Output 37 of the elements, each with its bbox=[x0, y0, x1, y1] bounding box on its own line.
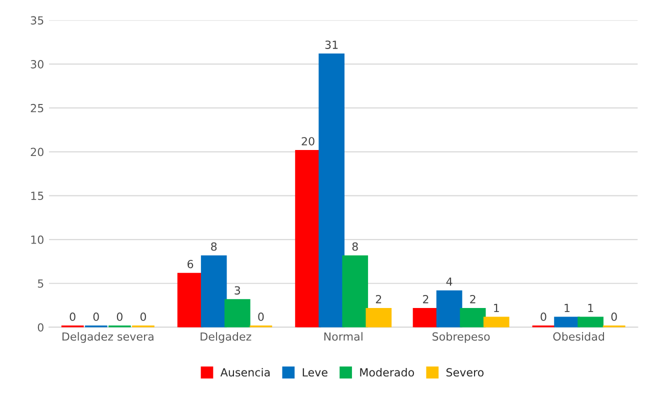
y-tick-label: 20 bbox=[30, 148, 44, 156]
data-label: 1 bbox=[564, 304, 570, 312]
data-label: 0 bbox=[140, 312, 146, 321]
data-label: 20 bbox=[302, 137, 314, 146]
data-label: 31 bbox=[325, 40, 338, 49]
y-tick-label: 35 bbox=[30, 16, 44, 25]
y-tick-label: 10 bbox=[31, 235, 44, 244]
x-tick-label: Delgadez severa bbox=[62, 332, 154, 343]
data-label: 0 bbox=[611, 312, 617, 321]
data-label: 0 bbox=[93, 312, 99, 321]
data-label: 0 bbox=[258, 312, 264, 321]
legend-label: Severo bbox=[446, 368, 484, 377]
data-label: 8 bbox=[211, 242, 217, 251]
data-label: 2 bbox=[376, 294, 382, 304]
legend-label: Ausencia bbox=[220, 368, 270, 377]
data-label: 0 bbox=[116, 312, 122, 321]
x-tick-label: Obesidad bbox=[553, 332, 604, 341]
x-tick-label: Normal bbox=[324, 332, 362, 341]
data-label: 0 bbox=[70, 312, 76, 321]
data-label: 8 bbox=[352, 242, 358, 251]
y-tick-label: 30 bbox=[30, 60, 44, 68]
y-tick-label: 15 bbox=[31, 192, 44, 200]
x-tick-label: Sobrepeso bbox=[432, 332, 490, 343]
data-label: 0 bbox=[540, 312, 546, 321]
legend-label: Leve bbox=[302, 368, 328, 377]
x-tick-label: Delgadez bbox=[200, 332, 252, 343]
y-tick-label: 25 bbox=[30, 104, 44, 112]
data-label: 1 bbox=[494, 304, 499, 312]
legend-label: Moderado bbox=[360, 368, 414, 377]
data-label: 2 bbox=[470, 294, 476, 304]
y-tick-label: 5 bbox=[38, 280, 44, 288]
data-label: 1 bbox=[588, 304, 594, 312]
data-label: 4 bbox=[446, 278, 452, 286]
data-label: 6 bbox=[188, 260, 194, 268]
data-label: 3 bbox=[234, 286, 240, 295]
data-label: 2 bbox=[423, 294, 428, 304]
y-tick-label: 0 bbox=[38, 323, 44, 332]
